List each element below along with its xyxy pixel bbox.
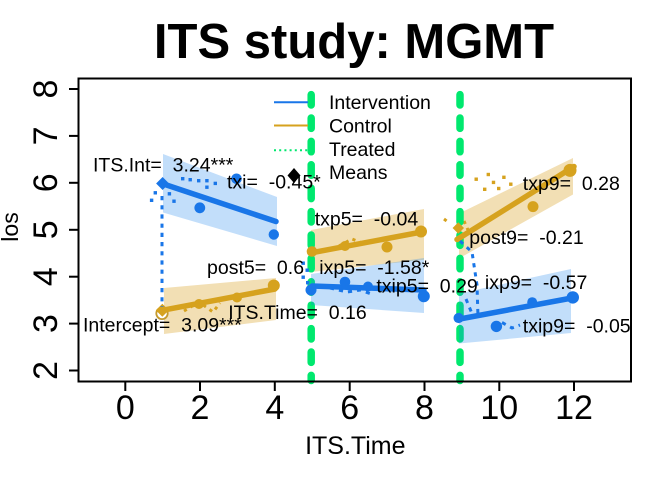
svg-text:12: 12	[555, 389, 593, 427]
svg-text:2: 2	[27, 361, 65, 380]
svg-text:5: 5	[27, 220, 65, 239]
svg-text:Control: Control	[329, 115, 392, 137]
svg-text:ITS.Time= 0.16: ITS.Time= 0.16	[228, 302, 367, 324]
svg-text:10: 10	[480, 389, 518, 427]
svg-text:ITS.Int= 3.24***: ITS.Int= 3.24***	[93, 154, 234, 176]
svg-text:7: 7	[27, 126, 65, 145]
svg-text:ITS study: MGMT: ITS study: MGMT	[154, 15, 554, 69]
svg-text:Intervention: Intervention	[329, 92, 431, 114]
svg-text:4: 4	[265, 389, 284, 427]
svg-text:6: 6	[340, 389, 359, 427]
svg-text:ixp9= -0.57: ixp9= -0.57	[485, 272, 587, 294]
svg-text:2: 2	[191, 389, 210, 427]
svg-text:txp9= 0.28: txp9= 0.28	[523, 173, 620, 195]
svg-text:3: 3	[27, 314, 65, 333]
svg-text:post5= 0.6: post5= 0.6	[207, 257, 304, 279]
svg-text:0: 0	[116, 389, 135, 427]
svg-text:txip5= 0.29: txip5= 0.29	[376, 276, 477, 298]
svg-text:Treated: Treated	[329, 139, 395, 161]
svg-text:los: los	[0, 212, 23, 241]
svg-text:ixp5= -1.58*: ixp5= -1.58*	[319, 257, 429, 279]
svg-text:txp5= -0.04: txp5= -0.04	[315, 209, 419, 231]
svg-text:8: 8	[27, 80, 65, 99]
svg-text:4: 4	[27, 267, 65, 286]
svg-text:8: 8	[415, 389, 434, 427]
svg-text:Intercept= 3.09***: Intercept= 3.09***	[83, 315, 242, 337]
svg-text:txi= -0.45*: txi= -0.45*	[227, 172, 321, 194]
svg-text:Means: Means	[329, 162, 388, 184]
svg-text:post9= -0.21: post9= -0.21	[469, 227, 583, 249]
svg-text:txip9= -0.05: txip9= -0.05	[523, 316, 631, 338]
svg-text:6: 6	[27, 173, 65, 192]
svg-text:ITS.Time: ITS.Time	[305, 432, 405, 460]
